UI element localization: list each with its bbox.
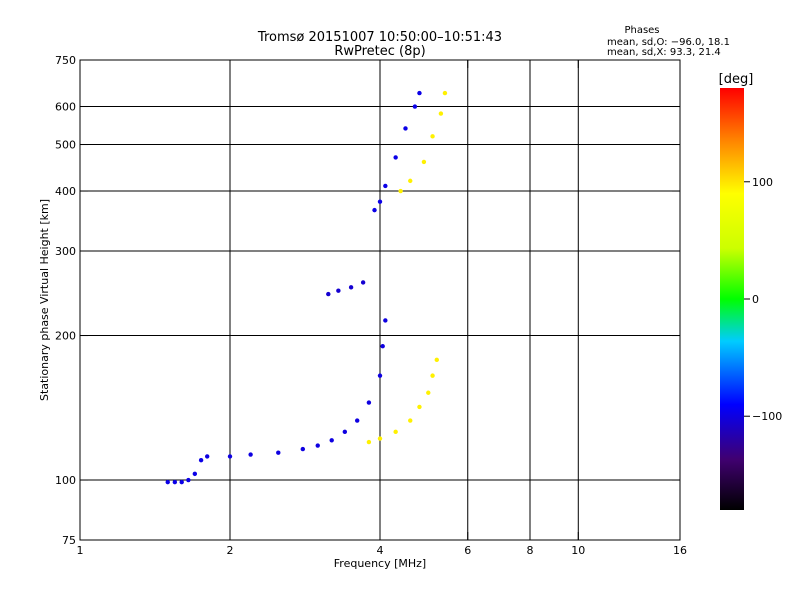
data-point-s0-1 bbox=[172, 479, 178, 485]
data-point-s2-1 bbox=[377, 436, 383, 441]
data-point-s2-5 bbox=[426, 390, 431, 395]
y-tick-label-200: 200 bbox=[55, 330, 76, 343]
data-point-s1-11 bbox=[380, 344, 385, 349]
data-point-s4-6 bbox=[417, 90, 422, 96]
data-point-s5-0 bbox=[398, 188, 403, 194]
data-point-s0-0 bbox=[165, 479, 170, 485]
y-tick-label-400: 400 bbox=[55, 185, 76, 198]
data-point-s1-5 bbox=[315, 443, 320, 448]
colorbar-unit: [deg] bbox=[719, 72, 754, 87]
data-point-s1-1 bbox=[227, 454, 233, 459]
chart-title-line1: Tromsø 20151007 10:50:00–10:51:43 bbox=[257, 30, 502, 45]
data-point-s1-7 bbox=[342, 429, 348, 435]
colorbar-tick-label--100: −100 bbox=[752, 410, 782, 423]
x-axis-label: Frequency [MHz] bbox=[334, 557, 426, 570]
data-point-s1-4 bbox=[300, 446, 306, 452]
y-tick-label-500: 500 bbox=[55, 139, 76, 152]
axis-ticks: 1 2 4 6 8 10 16 75 100 200 300 400 500 600 750 bbox=[55, 54, 687, 557]
data-point-s2-6 bbox=[430, 373, 435, 378]
x-tick-label-1: 1 bbox=[77, 544, 84, 557]
x-tick-label-6: 6 bbox=[464, 544, 471, 557]
data-point-s3-3 bbox=[360, 280, 366, 285]
data-point-s0-3 bbox=[186, 477, 191, 483]
data-point-s2-0 bbox=[366, 439, 372, 445]
phases-mean-x: mean, sd,X: 93.3, 21.4 bbox=[607, 47, 721, 58]
data-point-s5-1 bbox=[408, 178, 413, 184]
x-tick-label-4: 4 bbox=[377, 544, 384, 557]
colorbar-ticks: 100 0 −100 bbox=[744, 176, 782, 423]
phases-mean-o: mean, sd,O: −96.0, 18.1 bbox=[607, 37, 730, 48]
x-tick-label-8: 8 bbox=[527, 544, 534, 557]
data-point-s4-1 bbox=[377, 199, 383, 204]
data-point-s2-4 bbox=[417, 404, 422, 410]
data-point-s3-0 bbox=[326, 291, 331, 297]
data-point-s1-2 bbox=[248, 452, 253, 457]
data-point-s1-8 bbox=[354, 418, 360, 423]
y-tick-label-100: 100 bbox=[55, 474, 76, 487]
data-point-s0-4 bbox=[192, 471, 198, 477]
data-point-s1-10 bbox=[377, 373, 383, 378]
data-point-s2-2 bbox=[393, 429, 398, 435]
y-tick-label-300: 300 bbox=[55, 245, 76, 258]
data-point-s0-2 bbox=[179, 479, 184, 485]
data-point-s0-5 bbox=[198, 457, 204, 463]
grid-lines bbox=[80, 60, 680, 540]
y-tick-label-600: 600 bbox=[55, 101, 76, 114]
data-point-s1-6 bbox=[329, 438, 334, 443]
data-point-s3-2 bbox=[348, 285, 354, 290]
data-point-s2-3 bbox=[408, 418, 413, 423]
chart-title-line2: RwPretec (8p) bbox=[334, 44, 425, 59]
x-tick-label-16: 16 bbox=[673, 544, 687, 557]
colorbar bbox=[720, 88, 744, 510]
x-tick-label-2: 2 bbox=[227, 544, 234, 557]
data-point-s1-3 bbox=[276, 450, 281, 455]
data-point-s5-2 bbox=[421, 159, 427, 165]
data-point-s2-7 bbox=[434, 357, 439, 363]
y-axis-label: Stationary phase Virtual Height [km] bbox=[38, 199, 51, 401]
data-point-s4-3 bbox=[393, 155, 398, 160]
data-point-s5-4 bbox=[438, 111, 444, 116]
data-point-s4-4 bbox=[403, 126, 408, 131]
data-point-s4-0 bbox=[372, 207, 377, 213]
data-point-s3-1 bbox=[336, 288, 341, 293]
y-tick-label-750: 750 bbox=[55, 54, 76, 67]
x-tick-label-10: 10 bbox=[571, 544, 585, 557]
data-point-s1-9 bbox=[366, 400, 372, 405]
data-point-s5-5 bbox=[442, 90, 448, 96]
data-point-s1-12 bbox=[383, 318, 388, 323]
colorbar-tick-label-100: 100 bbox=[752, 176, 773, 189]
data-point-s4-5 bbox=[412, 104, 418, 109]
phases-title: Phases bbox=[624, 25, 659, 36]
data-point-s4-2 bbox=[383, 183, 388, 189]
y-tick-label-75: 75 bbox=[62, 534, 76, 547]
colorbar-tick-label-0: 0 bbox=[752, 293, 759, 306]
data-point-s5-3 bbox=[430, 134, 435, 139]
data-points bbox=[165, 90, 448, 485]
data-point-s1-0 bbox=[204, 454, 210, 459]
